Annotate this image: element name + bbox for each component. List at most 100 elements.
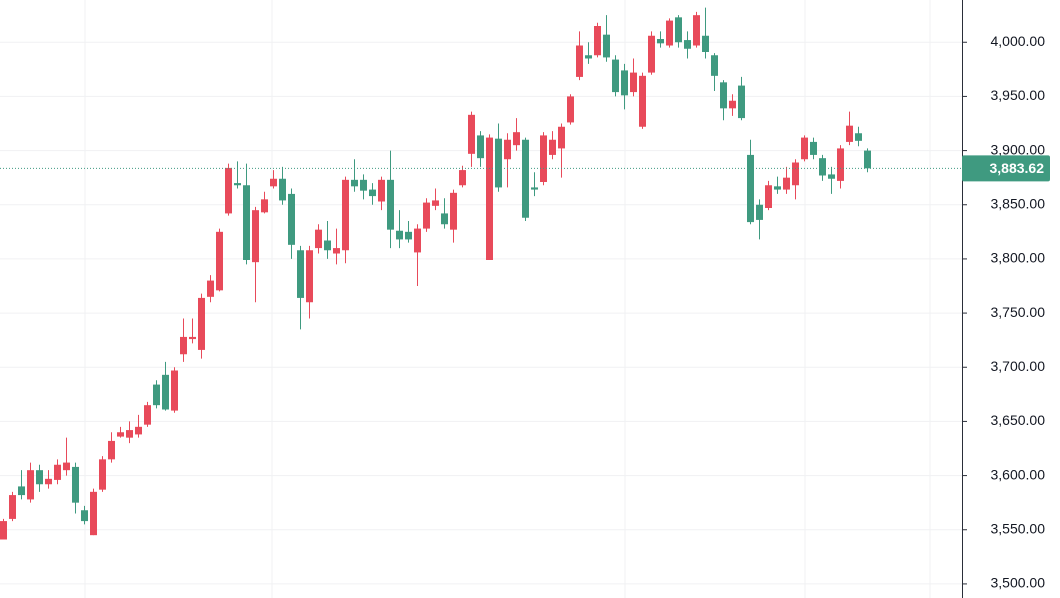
candle-body bbox=[522, 139, 529, 218]
candle-body bbox=[450, 192, 457, 230]
candle-body bbox=[504, 139, 511, 160]
candle-body bbox=[90, 491, 97, 536]
candle-body bbox=[711, 55, 718, 76]
candle-body bbox=[216, 231, 223, 291]
candle-body bbox=[666, 20, 673, 46]
y-tick-label: 4,000.00 bbox=[991, 33, 1046, 49]
candle-body bbox=[576, 45, 583, 77]
candle-body bbox=[54, 464, 61, 480]
candle-body bbox=[630, 72, 637, 93]
candle-body bbox=[378, 179, 385, 202]
candle-body bbox=[612, 59, 619, 93]
y-tick-label: 3,600.00 bbox=[991, 466, 1046, 482]
candle-body bbox=[0, 521, 7, 540]
candle-body bbox=[864, 150, 871, 169]
candle-body bbox=[252, 210, 259, 263]
candle-body bbox=[126, 430, 133, 438]
candle-body bbox=[261, 199, 268, 213]
candle-body bbox=[837, 148, 844, 181]
candle-body bbox=[153, 384, 160, 406]
candle-body bbox=[738, 85, 745, 119]
candle-body bbox=[639, 75, 646, 127]
y-tick-label: 3,750.00 bbox=[991, 304, 1046, 320]
candle-body bbox=[603, 34, 610, 58]
candle-body bbox=[405, 231, 412, 240]
candle-body bbox=[297, 250, 304, 298]
candle-body bbox=[27, 470, 34, 500]
candle-body bbox=[144, 405, 151, 425]
candle-body bbox=[333, 248, 340, 254]
candle-body bbox=[792, 162, 799, 186]
candle-body bbox=[810, 141, 817, 155]
y-tick-label: 3,800.00 bbox=[991, 250, 1046, 266]
candle-body bbox=[747, 154, 754, 223]
candle-body bbox=[540, 135, 547, 182]
y-tick-label: 3,500.00 bbox=[991, 575, 1046, 591]
candle-body bbox=[342, 179, 349, 251]
candle-body bbox=[657, 39, 664, 44]
candle-body bbox=[783, 177, 790, 190]
last-price-label: 3,883.62 bbox=[990, 160, 1045, 176]
candle-body bbox=[225, 167, 232, 214]
candle-body bbox=[567, 96, 574, 123]
candle-body bbox=[621, 70, 628, 96]
candle-body bbox=[477, 135, 484, 159]
candle-body bbox=[495, 138, 502, 188]
y-tick-label: 3,650.00 bbox=[991, 412, 1046, 428]
candle-body bbox=[684, 40, 691, 49]
candle-body bbox=[360, 179, 367, 191]
candle-body bbox=[468, 114, 475, 154]
candle-body bbox=[207, 280, 214, 297]
y-tick-label: 3,950.00 bbox=[991, 87, 1046, 103]
candle-body bbox=[423, 202, 430, 229]
candle-body bbox=[432, 200, 439, 206]
candle-body bbox=[369, 189, 376, 197]
last-price-badge bbox=[962, 155, 1050, 182]
candle-body bbox=[180, 336, 187, 355]
candle-body bbox=[846, 125, 853, 142]
candle-body bbox=[162, 374, 169, 410]
candle-body bbox=[315, 229, 322, 249]
candle-body bbox=[72, 466, 79, 503]
candle-body bbox=[549, 139, 556, 155]
y-tick-label: 3,850.00 bbox=[991, 195, 1046, 211]
candle-body bbox=[108, 440, 115, 460]
candle-body bbox=[558, 126, 565, 149]
candle-body bbox=[18, 486, 25, 496]
candle-body bbox=[279, 178, 286, 201]
candle-body bbox=[774, 186, 781, 190]
candle-body bbox=[351, 179, 358, 187]
candle-body bbox=[63, 462, 70, 471]
candle-body bbox=[585, 55, 592, 59]
candle-body bbox=[243, 185, 250, 260]
candle-body bbox=[171, 370, 178, 411]
candle-body bbox=[81, 510, 88, 522]
candle-body bbox=[414, 228, 421, 253]
candle-body bbox=[675, 17, 682, 43]
candle-body bbox=[756, 204, 763, 220]
candle-body bbox=[486, 137, 493, 260]
candle-body bbox=[324, 240, 331, 251]
candle-body bbox=[36, 470, 43, 485]
y-tick-label: 3,900.00 bbox=[991, 141, 1046, 157]
y-tick-label: 3,700.00 bbox=[991, 358, 1046, 374]
candle-body bbox=[459, 170, 466, 186]
candle-body bbox=[441, 213, 448, 225]
candle-body bbox=[306, 250, 313, 303]
candle-body bbox=[117, 432, 124, 437]
candle-body bbox=[396, 230, 403, 240]
candle-body bbox=[99, 459, 106, 490]
candle-body bbox=[819, 158, 826, 176]
candle-body bbox=[828, 174, 835, 179]
candle-body bbox=[729, 100, 736, 109]
candle-body bbox=[765, 185, 772, 208]
candle-body bbox=[387, 179, 394, 230]
candle-body bbox=[189, 336, 196, 340]
candle-body bbox=[531, 187, 538, 190]
candle-body bbox=[720, 82, 727, 109]
candle-body bbox=[801, 137, 808, 160]
candle-body bbox=[9, 495, 16, 519]
candle-body bbox=[513, 132, 520, 146]
